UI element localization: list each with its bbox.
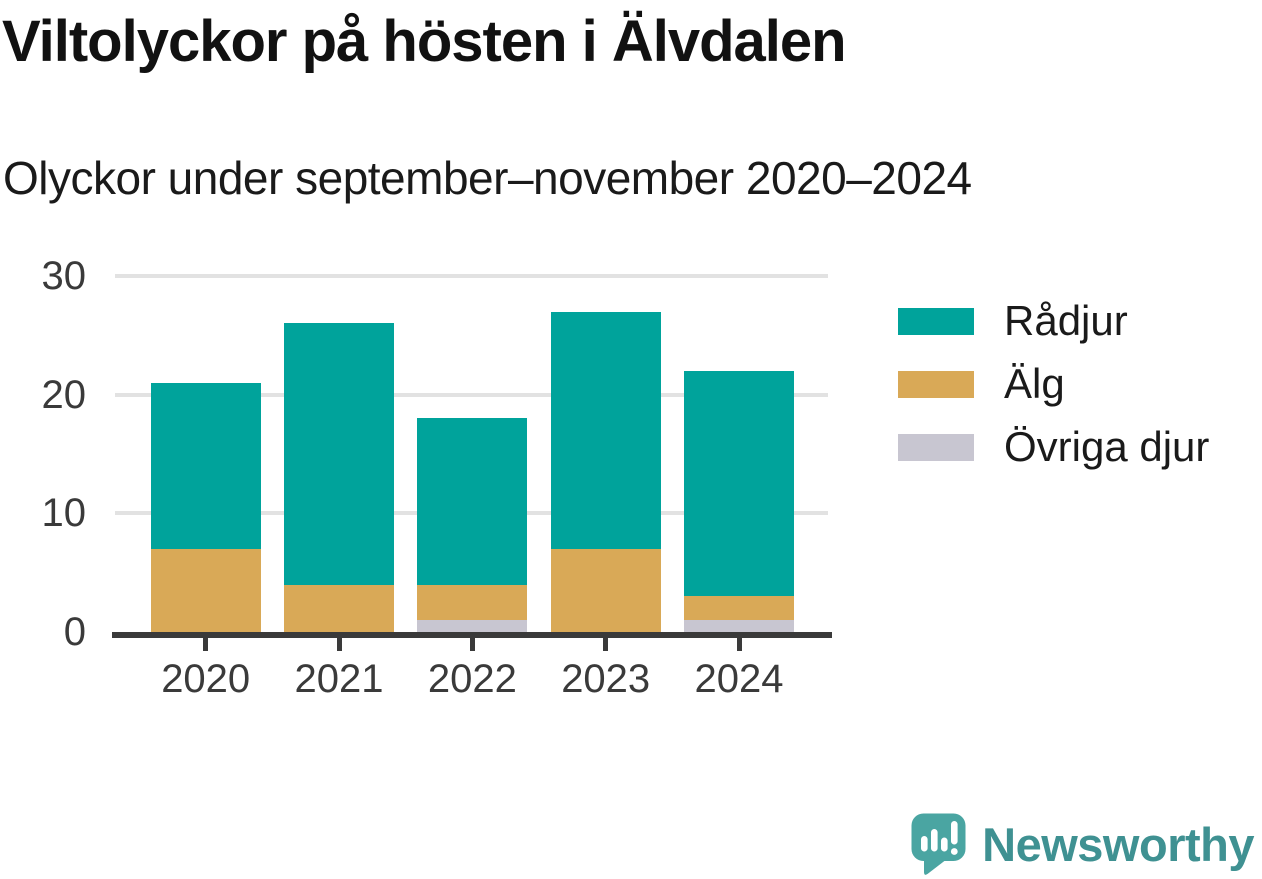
- legend-label: Rådjur: [1004, 297, 1128, 344]
- bar-segment-2020: [150, 382, 261, 549]
- x-axis-tick-label: 2022: [427, 657, 517, 701]
- x-axis-tick-label: 2020: [161, 657, 251, 701]
- bar-2022: [417, 418, 528, 632]
- x-axis-baseline: [112, 632, 832, 638]
- chart-title: Viltolyckor på hösten i Älvdalen: [2, 9, 847, 74]
- x-axis-tick-label: 2021: [294, 657, 384, 701]
- x-axis-tick: [736, 638, 742, 651]
- y-axis-tick-label: 0: [63, 610, 86, 654]
- x-axis-tick: [603, 638, 609, 651]
- bar-2023: [550, 311, 661, 632]
- chart-legend: Rådjur Älg Övriga djur: [898, 297, 1209, 470]
- bar-segment-2023: [550, 548, 661, 632]
- bar-segment-2022: [417, 620, 528, 632]
- gridline-y-30: [115, 274, 828, 278]
- bar-2021: [284, 323, 395, 632]
- bar-segment-2023: [550, 311, 661, 549]
- legend-label: Övriga djur: [1004, 423, 1210, 470]
- x-axis-tick: [203, 638, 209, 651]
- x-axis-tick: [469, 638, 475, 651]
- legend-item: Övriga djur: [898, 423, 1209, 470]
- y-axis-tick-label: 10: [41, 491, 87, 536]
- bar-segment-2021: [284, 584, 395, 632]
- newsworthy-logo: Newsworthy: [911, 813, 1254, 876]
- legend-swatch: [898, 433, 974, 461]
- newsworthy-chart-bubble-icon: [911, 813, 966, 875]
- chart-subtitle: Olyckor under september–november 2020–20…: [3, 152, 972, 204]
- x-axis-tick-label: 2024: [694, 657, 784, 701]
- bar-segment-2021: [284, 323, 395, 585]
- bar-segment-2022: [417, 584, 528, 621]
- bar-segment-2022: [417, 418, 528, 585]
- y-axis-tick-label: 20: [41, 372, 87, 417]
- bar-segment-2020: [150, 548, 261, 632]
- x-axis-tick: [336, 638, 342, 651]
- legend-swatch: [898, 307, 974, 335]
- legend-swatch: [898, 370, 974, 398]
- x-axis-tick-label: 2023: [561, 657, 651, 701]
- legend-item: Älg: [898, 360, 1209, 407]
- gridline-y-20: [115, 392, 828, 397]
- legend-item: Rådjur: [898, 297, 1209, 344]
- newsworthy-brand-text: Newsworthy: [982, 818, 1254, 871]
- legend-label: Älg: [1004, 360, 1065, 407]
- bar-segment-2024: [684, 596, 795, 621]
- y-axis-tick-label: 30: [41, 254, 87, 298]
- bar-2024: [684, 370, 795, 632]
- bar-2020: [150, 382, 261, 632]
- bar-segment-2024: [684, 620, 795, 632]
- bar-segment-2024: [684, 370, 795, 597]
